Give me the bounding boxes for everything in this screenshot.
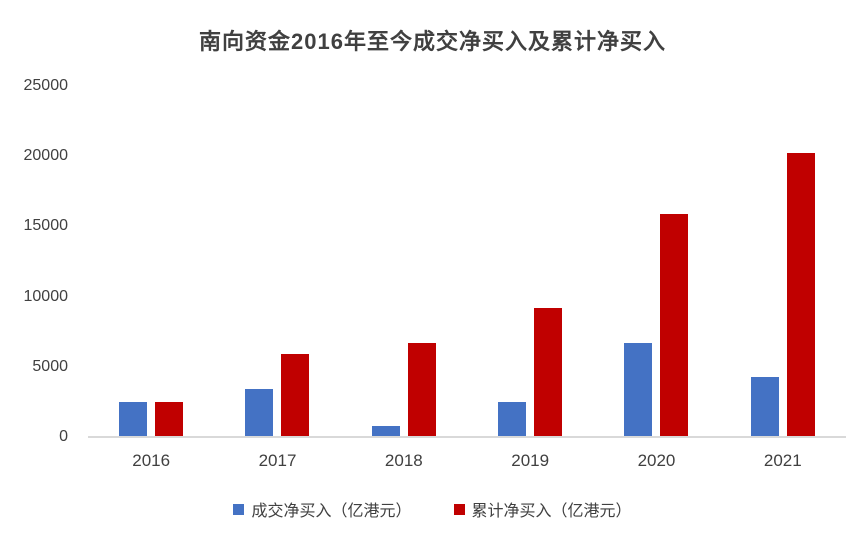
- bar-group-2019: [467, 86, 593, 437]
- legend-swatch-net-buy: [233, 503, 245, 515]
- bar-cumulative-2019: [534, 307, 563, 437]
- y-axis: 0 5000 10000 15000 20000 25000: [0, 77, 69, 445]
- bar-group-2018: [341, 86, 467, 437]
- x-tick-label-2021: 2021: [763, 451, 802, 470]
- bar-cumulative-2016: [155, 401, 184, 437]
- plot-area: [88, 86, 846, 438]
- bar-group-2017: [214, 86, 340, 437]
- y-tick-label-5000: 5000: [32, 357, 68, 375]
- bar-net-buy-2020: [624, 342, 653, 437]
- legend-label-cumulative: 累计净买入（亿港元）: [471, 503, 632, 520]
- x-axis-labels: 2016 2017 2018 2019 2020 2021: [88, 451, 846, 471]
- y-tick-label-15000: 15000: [23, 217, 69, 235]
- y-tick-label-0: 0: [59, 428, 68, 445]
- x-tick-label-2020: 2020: [637, 451, 676, 470]
- bar-net-buy-2017: [245, 389, 274, 437]
- bar-groups: [88, 86, 846, 437]
- x-tick-label-2018: 2018: [384, 451, 423, 470]
- x-tick-label-2016: 2016: [132, 451, 171, 470]
- x-tick-label-2017: 2017: [258, 451, 297, 470]
- x-tick-label-2019: 2019: [511, 451, 550, 470]
- bar-cumulative-2020: [660, 213, 689, 437]
- bar-net-buy-2021: [750, 376, 779, 437]
- bar-cumulative-2017: [281, 354, 310, 437]
- legend-item-net-buy: 成交净买入（亿港元）: [233, 497, 412, 521]
- bar-group-2020: [593, 86, 719, 437]
- y-tick-label-10000: 10000: [23, 287, 69, 305]
- legend: 成交净买入（亿港元） 累计净买入（亿港元）: [0, 497, 865, 521]
- bar-cumulative-2018: [407, 342, 436, 437]
- legend-item-cumulative: 累计净买入（亿港元）: [453, 497, 632, 521]
- y-tick-label-25000: 25000: [23, 77, 69, 94]
- y-tick-label-20000: 20000: [23, 147, 69, 165]
- bar-group-2016: [88, 86, 214, 437]
- x-axis-line: [88, 436, 846, 438]
- bar-group-2021: [720, 86, 846, 437]
- legend-swatch-cumulative: [453, 503, 465, 515]
- bar-net-buy-2019: [498, 401, 527, 437]
- bar-cumulative-2021: [786, 153, 815, 437]
- chart-title: 南向资金2016年至今成交净买入及累计净买入: [199, 29, 666, 54]
- bar-net-buy-2018: [371, 425, 400, 437]
- bar-net-buy-2016: [119, 401, 148, 437]
- legend-label-net-buy: 成交净买入（亿港元）: [251, 503, 412, 520]
